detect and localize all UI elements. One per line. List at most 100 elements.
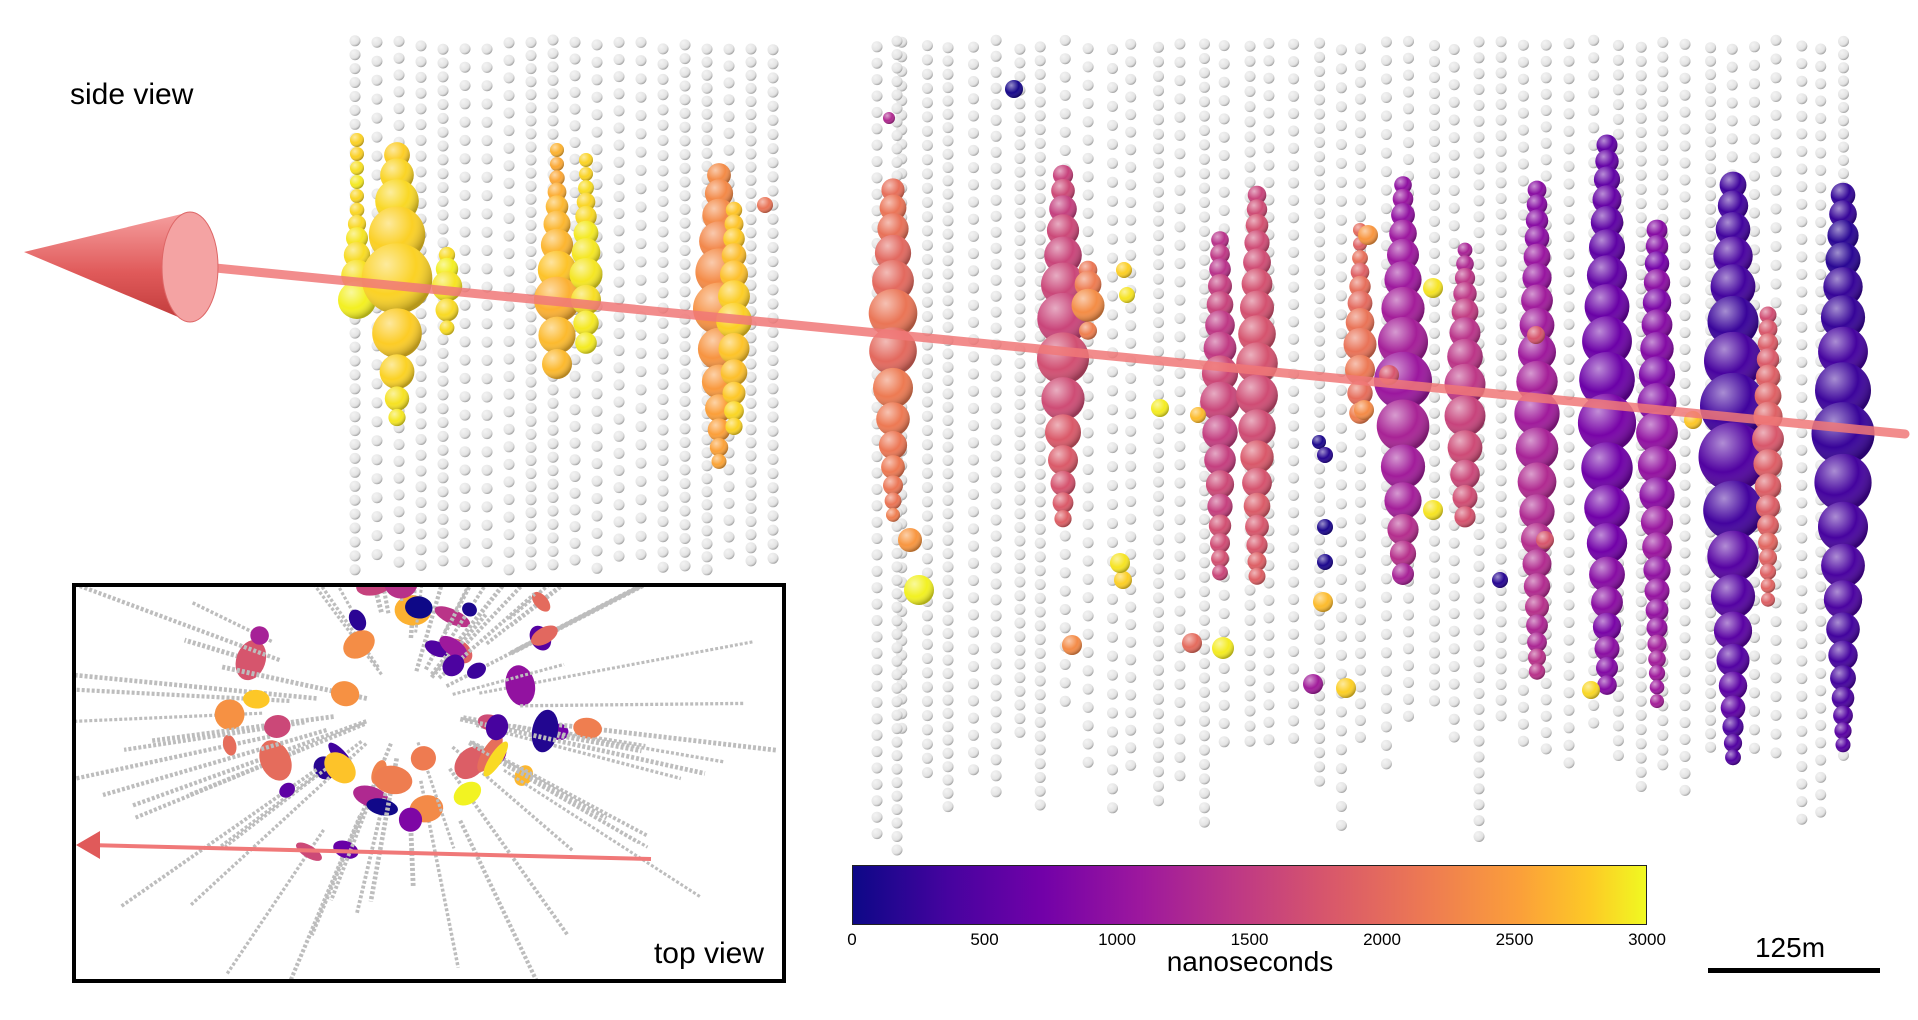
sensor-bg-shade	[1635, 738, 1647, 750]
sensor-bg-shade	[1770, 278, 1782, 290]
sensor-bg-shade	[921, 467, 933, 479]
sensor-bg-shade	[1153, 737, 1164, 749]
sensor-bg-shade	[547, 101, 559, 113]
sensor-bg-shade	[1495, 459, 1507, 471]
sensor-bg-shade	[657, 455, 669, 466]
sensor-bg-shade	[1770, 616, 1782, 628]
sensor-bg-shade	[1335, 479, 1347, 491]
sensor-bg-shade	[968, 575, 979, 586]
sensor-bg-shade	[569, 103, 581, 115]
sensor-bg-shade	[569, 387, 581, 399]
sensor-bg-shade	[1429, 599, 1440, 611]
sensor-bg-shade	[1125, 513, 1137, 525]
sensor-bg-shade	[1034, 110, 1046, 122]
sensor-bg-shade	[1563, 266, 1575, 278]
sensor-bg-shade	[1174, 38, 1186, 50]
sensor-bg-shade	[1153, 708, 1164, 720]
sensor-bg-shade	[1335, 157, 1347, 169]
sensor-bg-shade	[1314, 80, 1326, 92]
sensor-bg-shade	[415, 56, 427, 68]
sensor-bg-shade	[1335, 649, 1347, 661]
sensor-bg-shade	[1563, 459, 1575, 471]
sensor-bg-shade	[1770, 222, 1782, 234]
sensor-bg-shade	[1540, 55, 1552, 67]
sensor-bg-shade	[1495, 522, 1507, 534]
sensor-bg-shade	[1517, 124, 1529, 136]
sensor-bg-shade	[1107, 366, 1118, 378]
sensor-bg-shade	[1014, 480, 1026, 492]
sensor-bg-shade	[1314, 193, 1326, 205]
sensor-bg-shade	[349, 439, 361, 450]
sensor-bg-shade	[1473, 703, 1485, 715]
sensor-bg-shade	[547, 115, 559, 127]
sensor-bg-shade	[459, 299, 471, 311]
sensor-bg-shade	[481, 135, 493, 147]
sensor-bg-shade	[1354, 681, 1366, 693]
sensor-bg-shade	[942, 215, 954, 227]
sensor-bg-shade	[1174, 184, 1186, 196]
sensor-bg-shade	[1082, 756, 1094, 768]
sensor-bg-shade	[968, 523, 979, 535]
sensor-bg-shade	[871, 467, 883, 479]
sensor-bg-shade	[1335, 139, 1347, 150]
sensor-bg-shade	[1014, 453, 1026, 465]
sensor-bg-shade	[1174, 221, 1186, 233]
sensor-bg-shade	[1448, 96, 1460, 108]
sensor-bg-shade	[1014, 508, 1026, 520]
sensor-bg-shade	[1429, 40, 1440, 52]
sensor-bg-shade	[921, 239, 933, 251]
sensor-bg-shade	[1679, 106, 1691, 118]
sensor-bg-shade	[921, 225, 933, 237]
sensor-bg-shade	[921, 567, 933, 579]
sensor-bg-shade	[371, 36, 383, 48]
sensor-bg-shade	[990, 50, 1002, 62]
sensor-bg-shade	[1014, 535, 1026, 547]
sensor-bg-shade	[1354, 647, 1366, 659]
sensor-bg-shade	[942, 281, 954, 293]
sensor-bg-shade	[525, 455, 537, 466]
sensor-bg-shade	[921, 111, 933, 123]
sensor-bg-shade	[1153, 621, 1164, 633]
sensor-bg-shade	[393, 103, 405, 115]
sensor-bg-shade	[371, 492, 383, 504]
sensor-bg-shade	[1014, 43, 1026, 55]
sensor-bg-shade	[1244, 705, 1256, 717]
sensor-bg-shade	[1014, 590, 1026, 602]
sensor-bg-shade	[1563, 213, 1575, 225]
sensor-bg-shade	[942, 348, 954, 360]
sensor-bg-shade	[1125, 390, 1137, 402]
sensor-bg-shade	[1288, 385, 1300, 397]
sensor-bg-shade	[1218, 113, 1230, 125]
sensor-bg-shade	[679, 354, 691, 366]
sensor-bg-shade	[635, 292, 647, 304]
sensor-bg-shade	[679, 258, 691, 270]
sensor-bg-shade	[1473, 815, 1485, 827]
sensor-bg-shade	[1153, 418, 1164, 430]
sensor-bg-shade	[1495, 271, 1507, 283]
sensor-bg-shade	[1335, 120, 1347, 132]
sensor-bg-shade	[1726, 43, 1738, 55]
sensor-bg-shade	[968, 609, 979, 621]
sensor-bg-shade	[1335, 592, 1347, 604]
sensor-bg-shade	[767, 129, 779, 140]
sensor-bg-shade	[921, 553, 933, 565]
sensor-bg-shade	[1107, 157, 1118, 169]
sensor-bg-shade	[1635, 766, 1647, 778]
sensor-bg-shade	[1354, 479, 1366, 491]
sensor-bg-shade	[1314, 278, 1326, 290]
sensor-bg-shade	[1153, 679, 1164, 691]
sensor-bg-shade	[1153, 664, 1164, 676]
sensor-bg-shade	[1014, 412, 1026, 424]
sensor-bg-shade	[459, 61, 471, 73]
sensor-bg-shade	[525, 180, 537, 192]
sensor-bg-shade	[871, 565, 883, 577]
sensor-bg-shade	[871, 533, 883, 544]
sensor-bg-shade	[1014, 194, 1026, 205]
sensor-bg-shade	[1014, 139, 1026, 151]
sensor-bg-shade	[1288, 177, 1300, 189]
sensor-bg-shade	[459, 501, 471, 513]
sensor-bg-shade	[1635, 112, 1647, 124]
sensor-bg-shade	[1174, 312, 1186, 324]
sensor-bg-shade	[613, 465, 625, 476]
sensor-bg-shade	[657, 195, 669, 207]
